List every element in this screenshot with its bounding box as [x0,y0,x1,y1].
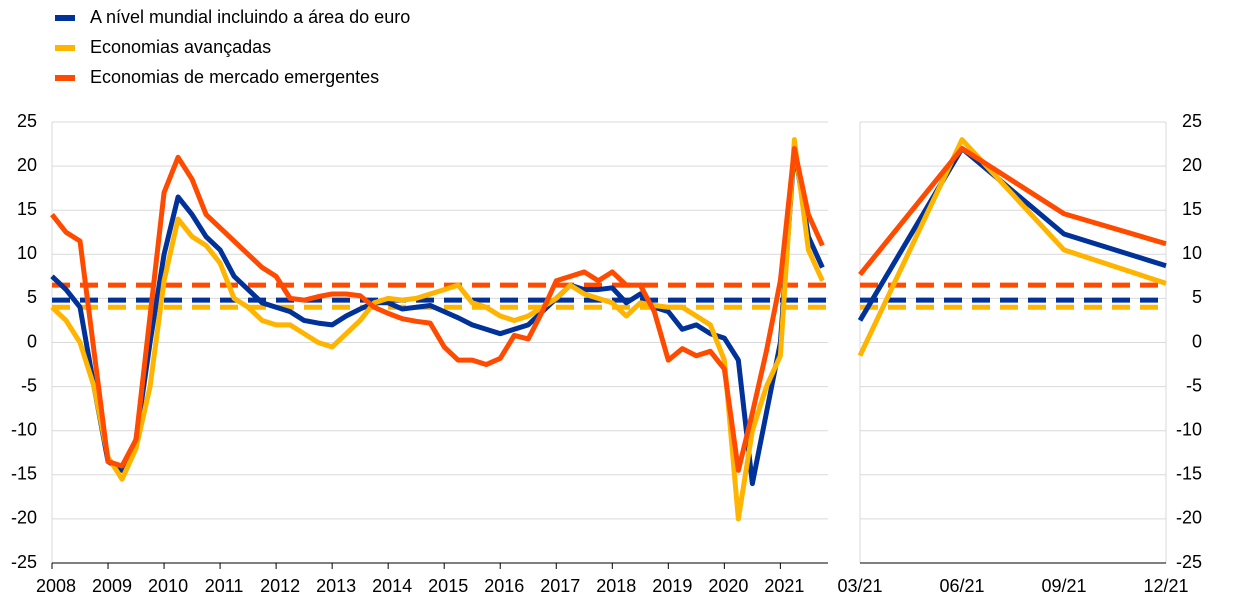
y-tick-label: -10 [11,419,37,439]
y-tick-label: -25 [1176,552,1202,572]
series-line [50,137,825,522]
y-tick-label: 5 [1192,287,1202,307]
y-tick-label: 5 [27,287,37,307]
x-tick-label: 2011 [205,576,244,596]
legend-label: Economias avançadas [90,37,271,57]
y-tick-label: -20 [11,508,37,528]
series-line [50,145,825,473]
x-tick-label: 2016 [484,576,524,596]
x-tick-label: 09/21 [1041,576,1086,596]
series-line [857,145,1167,322]
series-line [857,137,1167,357]
x-tick-label: 2010 [148,576,188,596]
legend-label: Economias de mercado emergentes [90,67,379,87]
y-tick-label: -5 [1186,375,1202,395]
y-tick-label: -25 [11,552,37,572]
y-tick-label: 25 [17,111,37,131]
x-tick-label: 2013 [316,576,356,596]
y-tick-label: -5 [21,375,37,395]
legend-label: A nível mundial incluindo a área do euro [90,7,410,27]
y-tick-label: -15 [1176,464,1202,484]
series-line [858,145,1167,277]
y-tick-label: 10 [1182,243,1202,263]
y-tick-label: 20 [17,155,37,175]
y-tick-label: 0 [27,331,37,351]
x-tick-label: 2021 [764,576,804,596]
x-tick-label: 2014 [372,576,412,596]
x-tick-label: 2012 [260,576,300,596]
x-tick-label: 2015 [428,576,468,596]
y-tick-label: 10 [17,243,37,263]
x-tick-label: 2018 [596,576,636,596]
x-tick-label: 2020 [708,576,748,596]
x-tick-label: 2009 [92,576,132,596]
x-tick-label: 06/21 [939,576,984,596]
x-tick-label: 2019 [652,576,692,596]
y-tick-label: 20 [1182,155,1202,175]
x-tick-label: 2008 [36,576,76,596]
x-tick-label: 12/21 [1143,576,1188,596]
series-line [50,145,825,487]
y-tick-label: 25 [1182,111,1202,131]
y-tick-label: -10 [1176,419,1202,439]
y-tick-label: -20 [1176,508,1202,528]
y-tick-label: -15 [11,464,37,484]
y-tick-label: 15 [1182,199,1202,219]
x-tick-label: 03/21 [837,576,882,596]
x-tick-label: 2017 [540,576,580,596]
y-tick-label: 15 [17,199,37,219]
y-tick-label: 0 [1192,331,1202,351]
